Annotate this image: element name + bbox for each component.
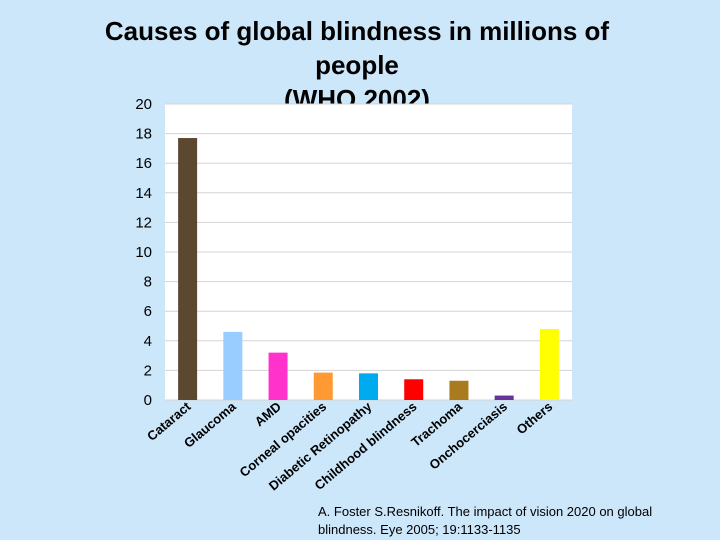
x-category-label: Others: [514, 399, 556, 437]
citation-line-2: blindness. Eye 2005; 19:1133-1135: [318, 522, 521, 537]
y-tick-label: 2: [144, 362, 152, 379]
bar-trachoma: [449, 380, 469, 400]
bar-glaucoma: [223, 331, 243, 400]
bar-onchocerciasis: [494, 395, 514, 400]
bars: [178, 138, 559, 401]
citation: A. Foster S.Resnikoff. The impact of vis…: [318, 503, 698, 539]
citation-line-1: A. Foster S.Resnikoff. The impact of vis…: [318, 504, 653, 519]
y-tick-label: 14: [135, 185, 152, 202]
y-tick-label: 8: [144, 274, 152, 291]
bar-diabetic-retinopathy: [359, 373, 378, 400]
bar-others: [539, 328, 559, 400]
y-tick-label: 10: [135, 244, 152, 261]
grid-lines: [165, 103, 572, 401]
bar-childhood-blindness: [404, 379, 424, 400]
chart-title-line-1: Causes of global blindness in millions o…: [105, 16, 610, 46]
y-tick-label: 16: [135, 155, 152, 172]
x-category-label: AMD: [252, 399, 284, 430]
bar-corneal-opacities: [313, 372, 333, 400]
bar-cataract: [178, 138, 198, 401]
chart-title-line-2: people: [315, 50, 399, 80]
y-tick-label: 20: [135, 96, 152, 113]
chart-title: Causes of global blindness in millions o…: [105, 16, 610, 114]
y-tick-label: 0: [144, 392, 152, 409]
y-tick-label: 6: [144, 303, 152, 320]
y-tick-label: 18: [135, 126, 152, 143]
y-tick-label: 4: [144, 333, 152, 350]
bar-amd: [268, 352, 288, 400]
y-tick-label: 12: [135, 214, 152, 231]
x-category-label: Onchocerciasis: [426, 399, 510, 473]
y-axis-tick-labels: 0 2 4 6 8 10 12 14 16 18 20: [135, 96, 152, 409]
